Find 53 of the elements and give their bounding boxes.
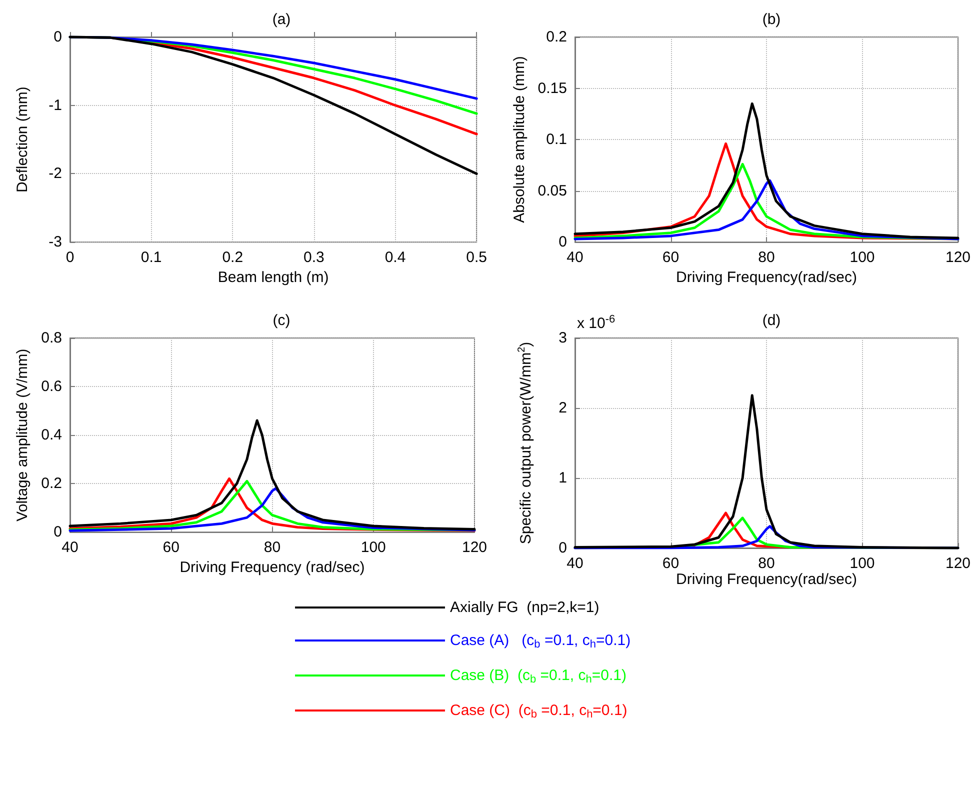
x-tick-label: 40 — [566, 555, 584, 572]
x-tick-label: 0.5 — [466, 249, 488, 266]
x-axis-title: Driving Frequency(rad/sec) — [676, 571, 857, 588]
x-tick-label: 120 — [945, 249, 971, 266]
x-tick-label: 80 — [758, 555, 775, 572]
x-tick-label: 60 — [662, 249, 680, 266]
x-tick-label: 60 — [662, 555, 680, 572]
y-axis-title: Specific output power(W/mm2) — [516, 342, 534, 544]
x-tick-label: 120 — [462, 539, 487, 556]
y-tick-label: 0.1 — [546, 131, 567, 148]
chart-title: (b) — [762, 11, 781, 28]
text: Axially FG (np=2,k=1) — [450, 599, 600, 616]
x-tick-label: 120 — [945, 555, 971, 572]
x-tick-label: 100 — [360, 539, 386, 556]
x-tick-label: 60 — [162, 539, 180, 556]
x-tick-label: 80 — [264, 539, 281, 556]
x-axis-title: Beam length (m) — [218, 269, 329, 286]
x-tick-label: 0.2 — [222, 249, 244, 266]
y-tick-label: 0.2 — [41, 475, 62, 492]
y-tick-label: 1 — [558, 470, 567, 486]
y-tick-label: -2 — [48, 165, 62, 182]
y-tick-label: 0 — [558, 234, 567, 251]
chart-title: (c) — [272, 312, 290, 329]
x-tick-label: 100 — [850, 249, 875, 266]
line-series — [574, 102, 960, 240]
y-axis-title: Voltage amplitude (V/mm) — [14, 348, 31, 522]
y-tick-label: 0.2 — [546, 28, 567, 46]
y-tick-label: 3 — [558, 330, 567, 346]
y-tick-label: -3 — [48, 234, 62, 251]
x-tick-label: 0.1 — [140, 249, 162, 266]
y-tick-label: 0.8 — [41, 330, 62, 346]
y-tick-label: 0 — [54, 524, 62, 541]
y-axis-title: Deflection (mm) — [14, 86, 31, 192]
y-tick-label: 0.6 — [41, 378, 62, 396]
chart-title: (d) — [762, 312, 781, 329]
x-axis-title: Driving Frequency(rad/sec) — [676, 269, 857, 286]
y-tick-label: 0.4 — [41, 426, 62, 444]
x-tick-label: 0.3 — [304, 249, 324, 266]
x-tick-label: 100 — [850, 555, 875, 572]
x-tick-label: 80 — [758, 249, 775, 266]
x-tick-label: 40 — [62, 539, 78, 556]
y-tick-label: 2 — [558, 400, 567, 416]
y-axis-title: Absolute amplitude (mm) — [510, 56, 528, 223]
x-tick-label: 0.4 — [384, 249, 406, 266]
y-tick-label: 0 — [54, 28, 62, 46]
x-axis-title: Driving Frequency (rad/sec) — [180, 559, 365, 576]
y-tick-label: 0.15 — [538, 80, 567, 97]
x-tick-label: 0 — [66, 249, 74, 266]
y-tick-label: -1 — [48, 96, 62, 114]
chart-title: (a) — [272, 11, 291, 28]
line-series — [68, 419, 476, 530]
y-tick-label: 0.05 — [538, 182, 567, 200]
x-tick-label: 40 — [566, 249, 584, 266]
